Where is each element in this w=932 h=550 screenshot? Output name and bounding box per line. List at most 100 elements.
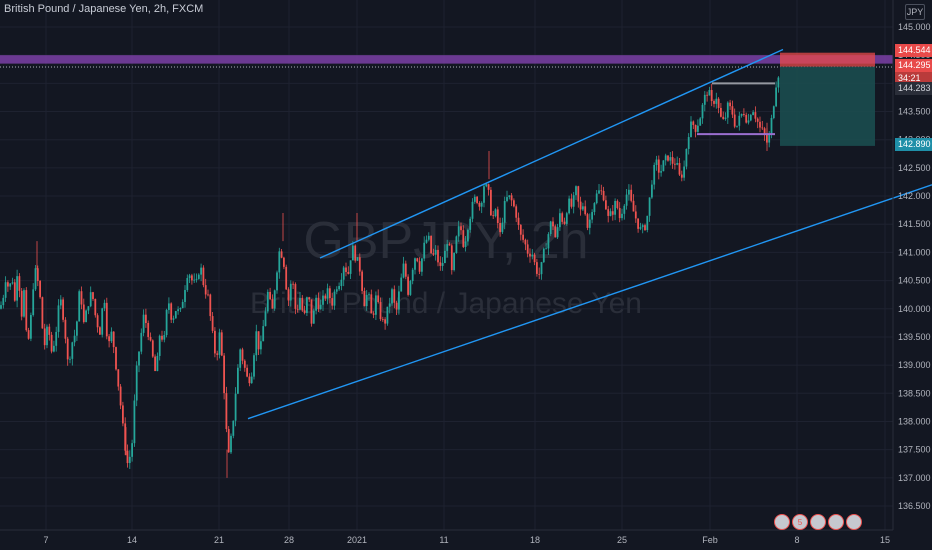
y-tick-label: 143.500 xyxy=(898,107,931,117)
candle-body xyxy=(186,278,189,291)
candle-body xyxy=(27,330,30,339)
candle-body xyxy=(248,376,251,384)
candle-body xyxy=(53,345,55,352)
candle-body xyxy=(662,160,665,172)
candle-body xyxy=(73,335,76,343)
event-flag-icon[interactable] xyxy=(774,514,790,530)
candle-body xyxy=(674,163,676,165)
candle-body xyxy=(759,121,761,128)
candle-body xyxy=(559,213,561,228)
y-tick-label: 138.500 xyxy=(898,388,931,398)
candle-body xyxy=(625,194,628,206)
candle-body xyxy=(241,349,244,361)
candle-body xyxy=(538,273,541,275)
candle-body xyxy=(4,282,7,298)
y-tick-label: 136.500 xyxy=(898,501,931,511)
candle-body xyxy=(177,309,179,312)
candle-body xyxy=(485,184,488,187)
candle-body xyxy=(715,98,718,104)
candle-body xyxy=(266,291,269,312)
x-tick-label: 25 xyxy=(617,535,627,545)
channel-lower-line xyxy=(247,184,932,420)
x-tick-label: 21 xyxy=(214,535,224,545)
candle-body xyxy=(409,280,412,295)
candle-body xyxy=(78,291,81,322)
candle-body xyxy=(145,314,147,323)
candle-body xyxy=(754,112,757,119)
candle-body xyxy=(450,245,453,271)
candle-body xyxy=(285,266,288,290)
candle-body xyxy=(639,227,642,229)
candle-body xyxy=(414,258,416,270)
candle-body xyxy=(669,157,672,161)
candle-body xyxy=(694,124,697,132)
candle-body xyxy=(554,226,557,238)
candle-body xyxy=(529,253,531,257)
candle-body xyxy=(71,342,74,359)
candle-body xyxy=(370,294,373,314)
candle-body xyxy=(772,106,775,119)
candle-body xyxy=(632,200,635,212)
economic-events-bar: 5 xyxy=(774,514,862,530)
candle-body xyxy=(289,283,292,301)
event-flag-icon[interactable] xyxy=(828,514,844,530)
candle-body xyxy=(575,186,577,196)
candle-body xyxy=(729,102,731,107)
candle-body xyxy=(269,291,271,300)
candle-body xyxy=(188,275,191,279)
y-tick-label: 139.500 xyxy=(898,332,931,342)
candle-body xyxy=(462,230,465,247)
candle-body xyxy=(708,90,711,96)
candle-body xyxy=(651,184,653,198)
candle-body xyxy=(209,294,212,317)
candle-body xyxy=(395,302,398,310)
candle-body xyxy=(126,450,129,464)
candle-body xyxy=(331,298,334,306)
candle-body xyxy=(312,310,315,324)
event-flag-icon[interactable] xyxy=(810,514,826,530)
candle-body xyxy=(547,234,550,249)
candle-body xyxy=(138,351,140,366)
candle-body xyxy=(264,311,267,327)
price-tag-countdown: 34:21 xyxy=(895,72,932,85)
candle-body xyxy=(398,291,400,310)
candle-body xyxy=(239,349,242,368)
candle-body xyxy=(542,248,545,263)
candle-body xyxy=(34,268,37,290)
candle-body xyxy=(220,332,223,356)
candle-body xyxy=(556,227,559,238)
candle-body xyxy=(319,304,322,310)
event-uk-flag-icon[interactable] xyxy=(846,514,862,530)
candle-body xyxy=(388,303,391,307)
currency-badge[interactable]: JPY xyxy=(905,4,925,20)
event-flag-icon[interactable]: 5 xyxy=(792,514,808,530)
x-tick-label: 11 xyxy=(439,535,448,545)
candle-body xyxy=(308,297,311,300)
y-tick-label: 141.000 xyxy=(898,247,931,257)
candle-body xyxy=(768,134,771,143)
y-tick-label: 137.500 xyxy=(898,445,931,455)
candle-body xyxy=(9,283,12,287)
candle-body xyxy=(775,87,777,107)
candle-body xyxy=(172,318,175,320)
candle-body xyxy=(437,249,439,263)
candle-body xyxy=(257,331,260,350)
x-tick-label: 7 xyxy=(43,535,48,545)
candle-body xyxy=(676,163,679,165)
candle-body xyxy=(294,284,297,309)
candle-body xyxy=(747,120,750,123)
candle-body xyxy=(117,369,120,387)
candle-body xyxy=(184,290,186,302)
candle-body xyxy=(444,250,446,264)
candle-body xyxy=(671,157,674,164)
candle-body xyxy=(147,322,150,337)
candle-body xyxy=(644,225,646,230)
candle-body xyxy=(660,171,662,173)
candle-body xyxy=(630,189,633,201)
candle-body xyxy=(588,219,591,228)
take-profit-zone xyxy=(780,66,875,146)
candle-body xyxy=(496,209,499,224)
candle-body xyxy=(193,279,196,281)
candle-body xyxy=(197,274,200,279)
